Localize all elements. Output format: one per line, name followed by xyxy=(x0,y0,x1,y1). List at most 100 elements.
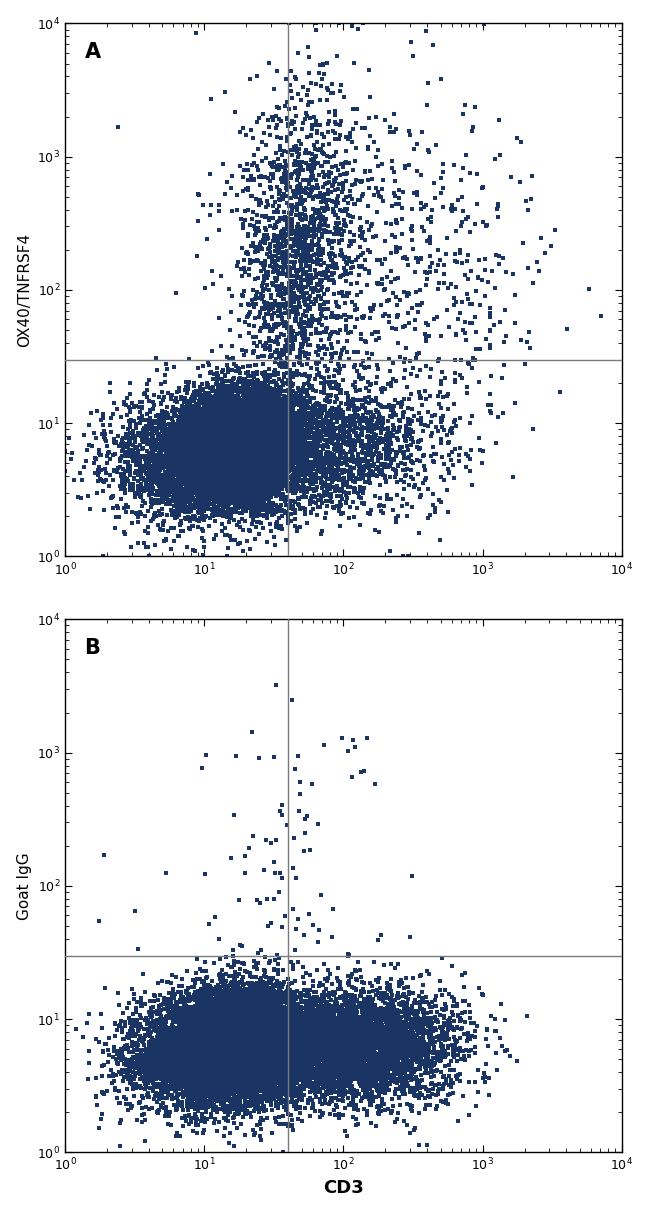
Point xyxy=(224,478,234,498)
Point xyxy=(169,1063,179,1083)
Point xyxy=(178,436,188,455)
Point xyxy=(287,365,298,385)
Point xyxy=(288,435,298,454)
Point xyxy=(146,422,157,442)
Point xyxy=(237,429,247,448)
Point xyxy=(216,1050,226,1070)
Point xyxy=(194,1014,204,1033)
Point xyxy=(182,1008,192,1027)
Point xyxy=(269,997,280,1016)
Point xyxy=(283,418,293,437)
Point xyxy=(394,1038,404,1057)
Point xyxy=(210,426,220,446)
Point xyxy=(245,1028,255,1048)
Point xyxy=(136,429,147,448)
Point xyxy=(170,1029,181,1049)
Point xyxy=(180,1040,190,1060)
Point xyxy=(205,395,215,414)
Point xyxy=(178,1037,188,1056)
Point xyxy=(344,997,354,1016)
Point xyxy=(265,459,276,478)
Point xyxy=(233,1039,243,1059)
Point xyxy=(268,471,279,490)
Point xyxy=(186,1061,196,1080)
Point xyxy=(377,1045,387,1065)
Point xyxy=(233,1022,243,1042)
Point xyxy=(385,396,395,415)
Point xyxy=(311,413,322,432)
Point xyxy=(451,1033,462,1053)
Point xyxy=(168,1019,178,1038)
Point xyxy=(294,1025,305,1044)
Point xyxy=(219,1033,229,1053)
Point xyxy=(372,1028,383,1048)
Point xyxy=(256,424,266,443)
Point xyxy=(419,456,430,476)
Point xyxy=(213,1039,224,1059)
Point xyxy=(317,478,328,498)
Point xyxy=(273,1068,283,1088)
Point xyxy=(234,438,244,458)
Point xyxy=(120,443,130,463)
Point xyxy=(393,988,404,1008)
Point xyxy=(161,1008,172,1027)
Point xyxy=(289,152,300,171)
Point xyxy=(218,413,228,432)
Point xyxy=(225,1033,235,1053)
Point xyxy=(207,1053,217,1072)
Point xyxy=(195,388,205,408)
Point xyxy=(350,960,361,980)
Point xyxy=(365,1002,375,1021)
Point xyxy=(189,1036,200,1055)
Point xyxy=(244,452,255,471)
Point xyxy=(181,475,191,494)
Point xyxy=(239,443,250,463)
Point xyxy=(255,1078,265,1097)
Point xyxy=(374,1045,384,1065)
Point xyxy=(356,1070,366,1089)
Point xyxy=(244,316,255,335)
Point xyxy=(254,1067,265,1087)
Point xyxy=(232,456,242,476)
Point xyxy=(185,1062,195,1082)
Point xyxy=(186,1085,196,1105)
Point xyxy=(283,998,293,1017)
Point xyxy=(210,1046,220,1066)
Point xyxy=(283,1077,293,1096)
Point xyxy=(206,1009,216,1028)
Point xyxy=(356,1040,366,1060)
Point xyxy=(245,422,255,442)
Point xyxy=(182,470,192,489)
Point xyxy=(139,427,150,447)
Point xyxy=(224,460,235,480)
Point xyxy=(187,1027,198,1046)
Point xyxy=(256,456,266,476)
Point xyxy=(313,430,323,449)
Point xyxy=(205,1062,216,1082)
Point xyxy=(332,219,342,238)
Point xyxy=(177,469,187,488)
Point xyxy=(221,1080,231,1100)
Point xyxy=(171,1127,181,1146)
Point xyxy=(351,1095,361,1114)
Point xyxy=(265,424,275,443)
Point xyxy=(315,1023,326,1043)
Point xyxy=(234,1014,244,1033)
Point xyxy=(224,995,235,1015)
Point xyxy=(211,414,221,433)
Point xyxy=(250,1010,261,1029)
Point xyxy=(246,433,256,453)
Point xyxy=(242,200,253,220)
Point xyxy=(190,1042,201,1061)
Point xyxy=(177,452,187,471)
Point xyxy=(233,1032,244,1051)
Point xyxy=(231,429,241,448)
Point xyxy=(332,189,342,209)
Point xyxy=(203,1076,214,1095)
Point xyxy=(109,461,119,481)
Point xyxy=(216,1049,226,1068)
Point xyxy=(252,465,262,484)
Point xyxy=(155,1060,166,1079)
Point xyxy=(201,1054,211,1073)
Point xyxy=(218,1008,229,1027)
